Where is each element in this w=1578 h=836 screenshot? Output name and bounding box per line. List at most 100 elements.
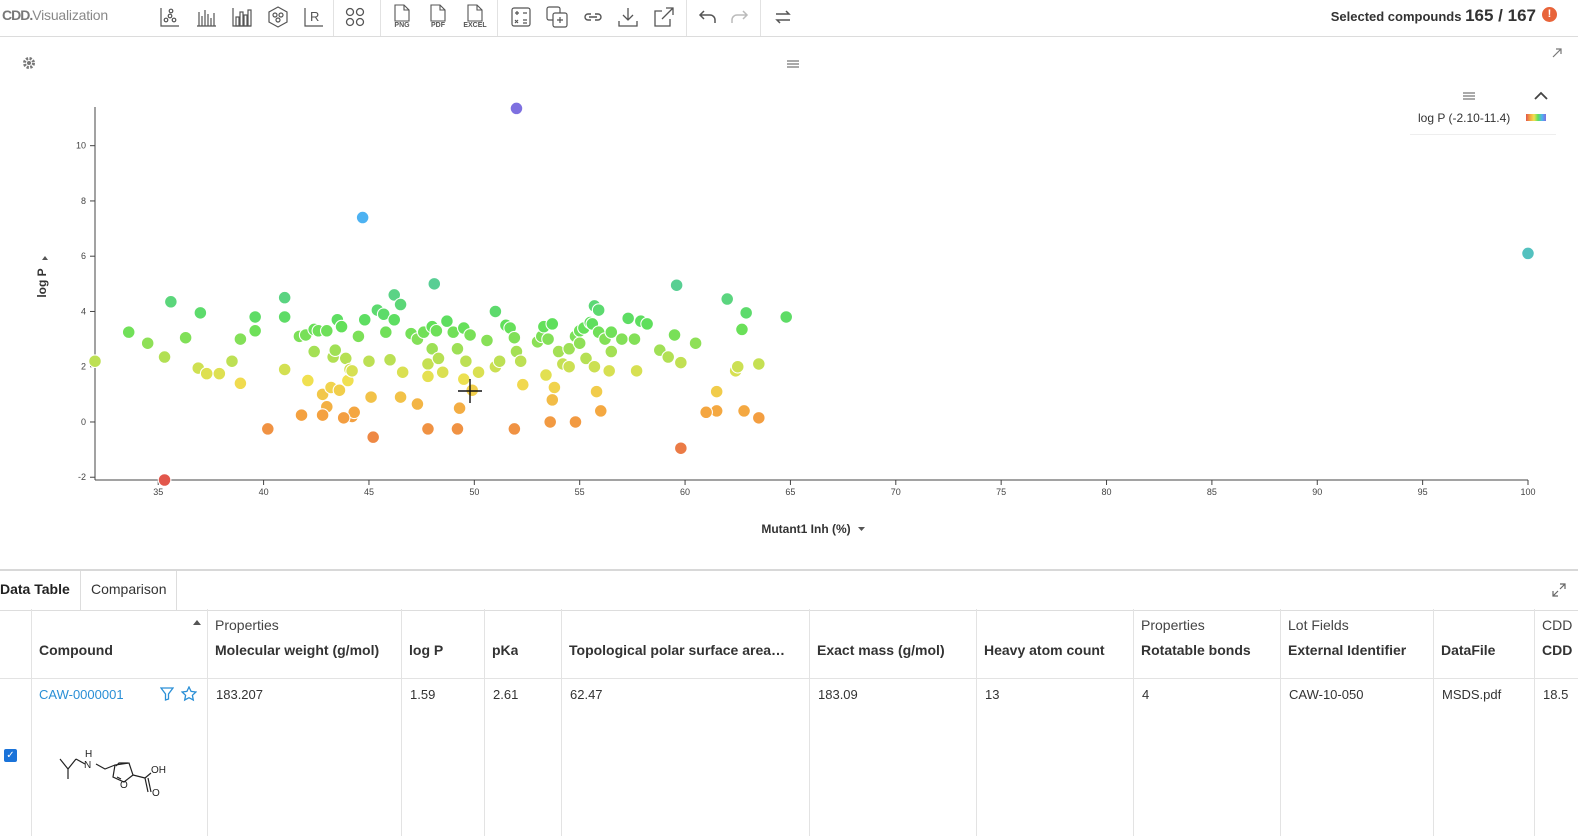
cell-logp: 1.59	[410, 687, 436, 702]
data-point	[604, 325, 619, 340]
mw-column: Properties Molecular weight (g/mol)	[207, 609, 402, 836]
row-checkbox[interactable]: ✓	[4, 749, 17, 762]
download-icon[interactable]	[613, 3, 643, 31]
x-tick-label: 95	[1418, 487, 1428, 497]
column-header-datafile[interactable]: DataFile	[1441, 642, 1496, 658]
cluster-icon[interactable]	[340, 3, 370, 31]
plot-area: 35 40 45 50 55 60 65 70 75 80 85 90 95 100 -2 0 2 4 6 8 10 Mu…	[0, 37, 1578, 568]
column-header-compound[interactable]: Compound	[39, 642, 113, 658]
data-point	[421, 422, 435, 436]
x-tick-label: 35	[153, 487, 163, 497]
scatter-chart[interactable]: 35 40 45 50 55 60 65 70 75 80 85 90 95 100 -2 0 2 4 6 8 10 Mu…	[0, 37, 1578, 568]
calculator-icon[interactable]	[506, 3, 536, 31]
y-tick-label: 0	[81, 417, 86, 427]
svg-text:N: N	[84, 760, 91, 771]
column-header-tpsa[interactable]: Topological polar surface area…	[569, 642, 786, 658]
data-point	[294, 408, 309, 422]
data-point	[431, 351, 446, 366]
data-point	[421, 369, 435, 384]
column-header-logp[interactable]: log P	[409, 642, 444, 658]
compound-link[interactable]: CAW-0000001	[39, 687, 124, 702]
external-open-icon[interactable]	[649, 3, 679, 31]
column-header-external-id[interactable]: External Identifier	[1288, 642, 1407, 658]
file-excel-icon	[467, 4, 483, 22]
export-excel-button[interactable]: EXCEL	[460, 3, 490, 31]
histogram-icon[interactable]	[227, 3, 257, 31]
scatter-plot-icon[interactable]	[155, 3, 185, 31]
bottom-tabs: Data Table Comparison	[0, 569, 1578, 611]
data-point	[193, 305, 208, 320]
column-header-cdd[interactable]: CDD	[1542, 642, 1573, 658]
external-id-column: Lot Fields External Identifier	[1280, 609, 1434, 836]
data-point	[387, 312, 402, 327]
undo-icon[interactable]	[693, 3, 723, 31]
data-point	[640, 317, 654, 331]
column-header-rotatable-bonds[interactable]: Rotatable bonds	[1141, 642, 1251, 658]
compound-column: Compound	[31, 609, 208, 836]
data-point	[739, 305, 754, 320]
svg-text:R: R	[310, 9, 319, 24]
data-point	[376, 307, 391, 322]
expand-icon[interactable]	[1552, 583, 1566, 597]
y-tick-label: 2	[81, 362, 86, 372]
tab-data-table[interactable]: Data Table	[0, 581, 70, 597]
tpsa-column: Topological polar surface area…	[561, 609, 810, 836]
export-pdf-button[interactable]: PDF	[423, 3, 453, 31]
molecule-view-icon[interactable]	[263, 3, 293, 31]
x-axis-label: Mutant1 Inh (%)	[761, 522, 850, 536]
redo-icon[interactable]	[724, 3, 754, 31]
settings-gear-icon[interactable]	[23, 57, 35, 69]
cell-tpsa: 62.47	[570, 687, 603, 702]
column-header-pka[interactable]: pKa	[492, 642, 519, 658]
drag-handle-icon[interactable]	[1462, 91, 1476, 101]
export-png-button[interactable]: PNG	[387, 3, 417, 31]
alert-icon[interactable]: !	[1542, 7, 1557, 22]
column-header-exact-mass[interactable]: Exact mass (g/mol)	[817, 642, 945, 658]
data-point	[459, 354, 473, 369]
data-point	[735, 322, 749, 337]
data-point	[673, 355, 688, 370]
cell-mw: 183.207	[216, 687, 263, 702]
data-point	[591, 303, 606, 317]
x-tick-label: 85	[1207, 487, 1217, 497]
svg-text:O: O	[120, 780, 128, 791]
file-png-icon	[394, 4, 410, 22]
data-point	[547, 380, 562, 395]
data-point	[456, 372, 471, 387]
y-axis-label: log P	[35, 268, 49, 297]
expand-plot-icon[interactable]	[1550, 48, 1562, 63]
data-point	[178, 330, 193, 345]
data-point	[334, 319, 349, 334]
data-point	[332, 383, 347, 398]
link-icon[interactable]	[578, 3, 608, 31]
data-point	[351, 329, 366, 344]
data-point	[199, 366, 214, 381]
column-header-mw[interactable]: Molecular weight (g/mol)	[215, 642, 380, 658]
data-point	[1521, 246, 1535, 261]
data-point	[545, 317, 560, 331]
y-axis-dropdown-icon[interactable]	[42, 256, 48, 260]
drag-handle-icon[interactable]	[787, 60, 799, 68]
data-point	[699, 405, 713, 420]
refresh-icon[interactable]	[768, 3, 798, 31]
x-axis-dropdown-icon[interactable]	[858, 527, 865, 531]
tab-comparison[interactable]: Comparison	[80, 571, 178, 610]
column-header-heavy-atom[interactable]: Heavy atom count	[984, 642, 1105, 658]
chevron-up-icon[interactable]	[1533, 89, 1549, 101]
data-point	[425, 341, 440, 356]
sort-up-icon[interactable]	[193, 619, 201, 627]
bar-chart-icon[interactable]	[191, 3, 221, 31]
cell-rotatable-bonds: 4	[1142, 687, 1150, 702]
app-logo: CDD.Visualization	[2, 7, 108, 23]
data-point	[541, 332, 555, 346]
filter-icon[interactable]	[160, 687, 174, 701]
data-point	[667, 328, 682, 342]
cell-datafile[interactable]: MSDS.pdf	[1442, 687, 1502, 702]
cell-cdd: 18.5	[1543, 687, 1569, 702]
star-icon[interactable]	[181, 686, 197, 702]
add-copy-icon[interactable]	[542, 3, 572, 31]
data-point	[593, 404, 608, 418]
r-script-icon[interactable]: R	[299, 3, 329, 31]
rotatable-bonds-column: Properties Rotatable bonds	[1133, 609, 1281, 836]
data-point	[387, 288, 402, 302]
